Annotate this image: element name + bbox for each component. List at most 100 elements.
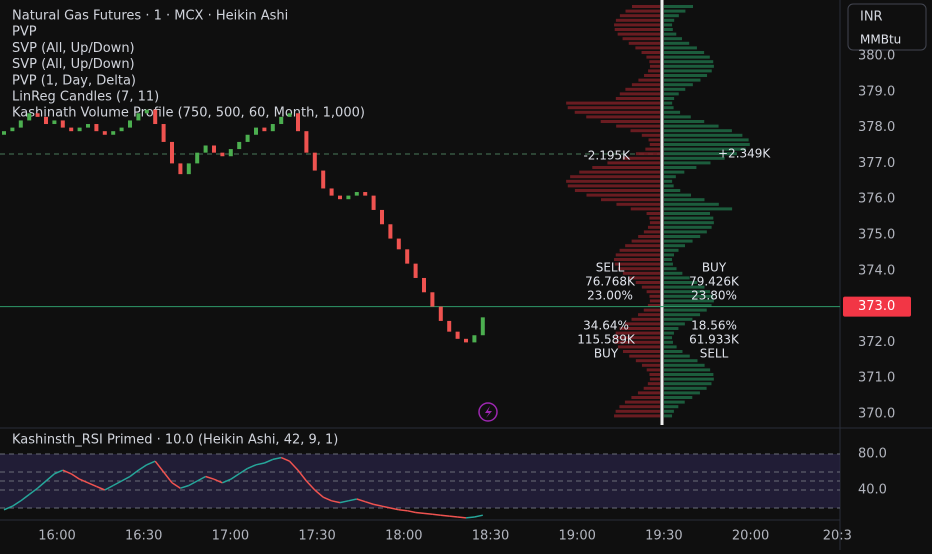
rsi-segment (188, 480, 198, 487)
rsi-segment (129, 469, 139, 478)
rsi-segment (289, 460, 299, 471)
rsi-segment (171, 482, 181, 489)
rsi-segment (28, 487, 39, 496)
buy-bar (664, 290, 711, 294)
rsi-segment (96, 485, 106, 491)
sell-bar (614, 340, 660, 344)
legend-line: Natural Gas Futures · 1 · MCX · Heikin A… (12, 9, 288, 24)
sell-bar (635, 281, 660, 284)
sell-bar (641, 285, 660, 289)
profile-stat: 79.426K (689, 275, 740, 289)
profile-stat: BUY (594, 347, 619, 361)
price-tick-label: 375.0 (858, 228, 895, 243)
rsi-segment (280, 456, 290, 462)
sell-bar (625, 87, 660, 91)
rsi-segment (373, 503, 383, 507)
candle (86, 124, 90, 128)
candle (422, 277, 426, 293)
sell-bar (624, 400, 660, 404)
candle (321, 170, 326, 189)
candle (153, 109, 158, 125)
candle (2, 131, 6, 135)
buy-bar (664, 28, 673, 31)
buy-bar (664, 244, 686, 248)
buy-bar (664, 340, 673, 344)
lightning-icon[interactable] (478, 402, 498, 422)
profile-stat: 34.64% (583, 319, 629, 333)
sell-bar (649, 60, 660, 64)
last-price-label: 373.0 (858, 299, 895, 314)
buy-bar (664, 55, 710, 59)
rsi-tick-label: 40.0 (858, 483, 887, 498)
candle (69, 127, 74, 132)
buy-bar (664, 60, 714, 64)
sell-bar (649, 64, 660, 68)
sell-bar (635, 152, 660, 156)
rsi-segment (54, 469, 64, 475)
buy-bar (664, 69, 712, 73)
rsi-segment (213, 478, 223, 484)
sell-bar (615, 18, 660, 22)
rsi-segment (339, 500, 349, 504)
rsi-segment (297, 469, 307, 482)
time-label: 20:00 (732, 529, 769, 544)
rsi-segment (37, 480, 47, 489)
rsi-segment (230, 473, 240, 480)
rsi-segment (87, 482, 97, 488)
buy-bar (664, 32, 677, 36)
buy-bar (664, 115, 691, 119)
buy-bar (664, 166, 697, 169)
buy-bar (664, 189, 681, 192)
buy-bar (664, 359, 698, 363)
sell-bar (647, 382, 660, 386)
time-label: 18:00 (385, 529, 422, 544)
sell-bar (566, 179, 660, 183)
sell-bar (628, 41, 660, 45)
legend-line: PVP (12, 25, 37, 40)
sell-bar (615, 331, 660, 335)
sell-bar (644, 74, 660, 77)
rsi-segment (407, 509, 416, 514)
time-label: 19:00 (558, 529, 595, 544)
price-tick-label: 376.0 (858, 192, 895, 207)
buy-bar (664, 5, 693, 8)
buy-bar (664, 294, 714, 298)
candle (262, 127, 267, 132)
rsi-segment (121, 475, 131, 482)
rsi-segment (180, 484, 190, 489)
candle (237, 141, 242, 150)
buy-bar (664, 409, 674, 413)
rsi-segment (457, 516, 467, 519)
price-tick-label: 371.0 (858, 371, 895, 386)
rsi-segment (264, 458, 274, 464)
sell-bar (631, 396, 660, 399)
time-label: 17:30 (298, 529, 335, 544)
candle (329, 188, 334, 196)
currency: INR (860, 10, 883, 25)
last-price-badge (843, 296, 911, 317)
rsi-segment (11, 500, 22, 507)
currency-box[interactable] (847, 3, 927, 51)
rsi-segment (398, 509, 408, 512)
sell-bar (600, 198, 660, 202)
rsi-segment (163, 471, 173, 484)
buy-bar (664, 230, 707, 234)
candle (35, 113, 40, 117)
sell-bar (638, 235, 660, 238)
buy-bar (664, 373, 714, 376)
sell-bar (622, 156, 660, 160)
rsi-segment (322, 496, 332, 502)
sell-bar (574, 189, 660, 192)
buy-bar (664, 308, 707, 312)
sell-bar (614, 28, 660, 31)
buy-bar (664, 133, 743, 137)
rsi-segment (196, 475, 206, 482)
sell-bar (630, 129, 660, 133)
sell-bar (647, 304, 660, 307)
buy-bar (664, 331, 674, 335)
buy-bar (664, 161, 711, 165)
candle (430, 292, 435, 307)
time-label: 20:3 (823, 529, 852, 544)
sell-bar (574, 110, 660, 114)
